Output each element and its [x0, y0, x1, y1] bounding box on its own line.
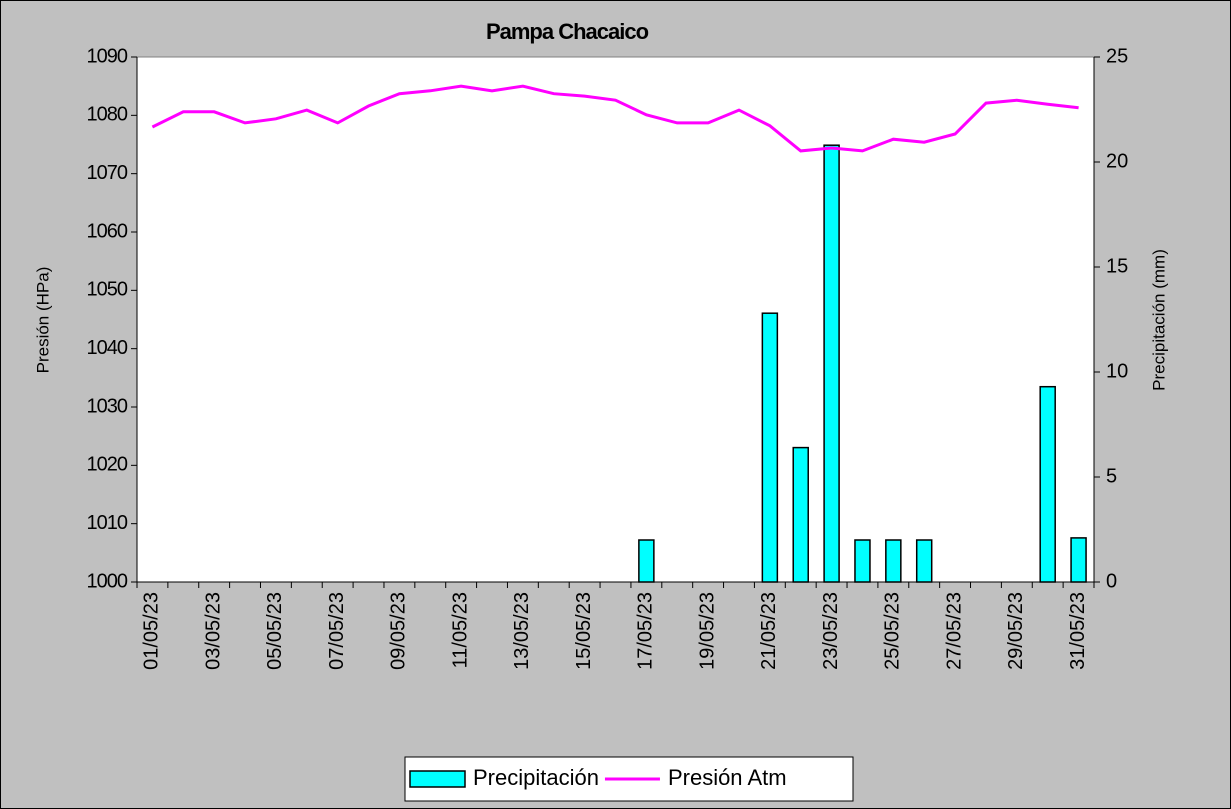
y2-tick-label: 15: [1106, 255, 1128, 277]
y-tick-label: 1030: [87, 395, 128, 417]
line: [151, 84, 1079, 153]
y-tick-label: 1010: [87, 512, 128, 534]
y-tick-label: 1000: [87, 570, 128, 592]
x-tick-label: 31/05/23: [1067, 592, 1089, 670]
x-tick-label: 13/05/23: [511, 592, 533, 670]
x-tick-label: 27/05/23: [943, 592, 965, 670]
y2-axis-label: Precipitación (mm): [1149, 249, 1168, 391]
x-tick-label: 29/05/23: [1005, 592, 1027, 670]
bar: [823, 144, 840, 583]
x-tick-label: 19/05/23: [696, 592, 718, 670]
x-tick-label: 25/05/23: [882, 592, 904, 670]
bar: [915, 539, 933, 583]
legend-label: Presión Atm: [668, 765, 787, 790]
x-tick-label: 15/05/23: [573, 592, 595, 670]
y-axis-label: Presión (HPa): [33, 267, 52, 374]
x-tick-label: 21/05/23: [758, 592, 780, 670]
y-tick-label: 1020: [87, 454, 128, 476]
x-tick-label: 03/05/23: [202, 592, 224, 670]
y-tick-label: 1040: [87, 337, 128, 359]
bar: [1039, 385, 1056, 583]
legend-label: Precipitación: [473, 765, 599, 790]
y-tick-label: 1050: [87, 279, 128, 301]
x-tick-label: 07/05/23: [326, 592, 348, 670]
bar: [854, 539, 871, 583]
y2-tick-label: 0: [1106, 570, 1117, 592]
x-tick-label: 05/05/23: [264, 592, 286, 670]
y-tick-label: 1070: [87, 162, 128, 184]
y-tick-label: 1090: [87, 45, 128, 67]
y-tick-label: 1060: [87, 220, 128, 242]
x-tick-label: 23/05/23: [820, 592, 842, 670]
chart-title: Pampa Chacaico: [486, 19, 649, 44]
y2-tick-label: 20: [1106, 150, 1128, 172]
y2-tick-label: 10: [1106, 360, 1128, 382]
x-tick-label: 17/05/23: [635, 592, 657, 670]
bar: [761, 312, 779, 583]
bar: [885, 539, 902, 583]
legend-swatch: [409, 770, 466, 788]
bar: [1070, 537, 1087, 583]
x-tick-label: 11/05/23: [449, 592, 471, 668]
x-tick-label: 09/05/23: [388, 592, 410, 670]
y-tick-label: 1080: [87, 104, 128, 126]
y2-tick-label: 25: [1106, 45, 1128, 67]
bar: [792, 446, 809, 583]
plot-area: [136, 56, 1095, 583]
x-tick-label: 01/05/23: [141, 592, 163, 670]
bar: [638, 539, 655, 583]
y2-tick-label: 5: [1106, 465, 1117, 487]
